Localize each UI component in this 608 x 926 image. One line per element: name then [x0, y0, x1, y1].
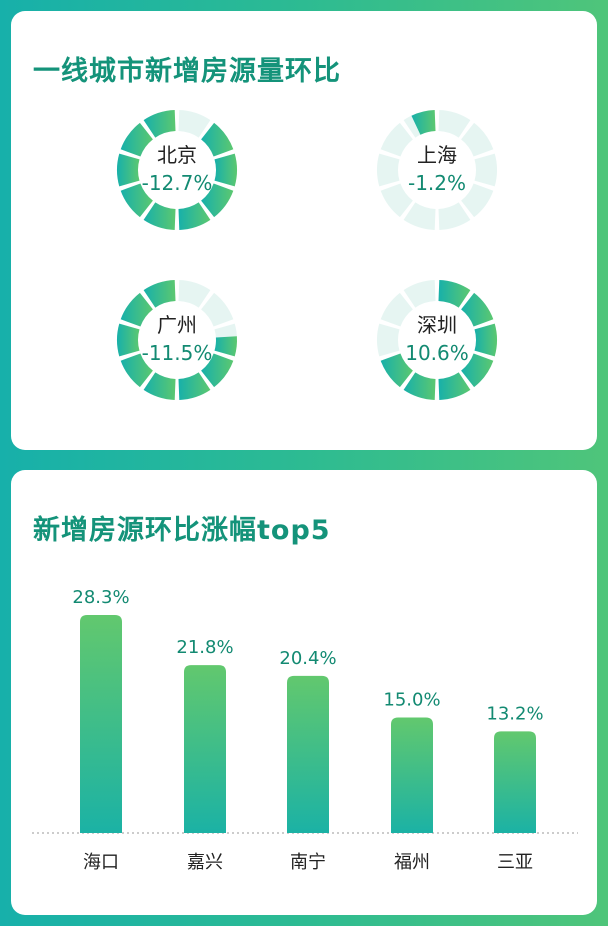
donut-fill-segment: [120, 122, 153, 157]
donut-fill-segment: [201, 183, 234, 218]
donut-fill-segment: [120, 183, 153, 218]
donut-fill-segment: [143, 110, 176, 138]
donut-segment: [178, 280, 211, 308]
bar-value-label: 21.8%: [176, 637, 233, 658]
section-title: 一线城市新增房源量环比: [33, 56, 341, 87]
donut-value-label: -12.7%: [142, 171, 213, 195]
donut-segment: [178, 110, 211, 138]
donut-fill-segment: [178, 372, 211, 400]
bar-嘉兴: [184, 665, 226, 833]
donut-city-label: 上海: [417, 143, 457, 167]
donut-segment: [377, 153, 400, 187]
donut-fill-segment: [438, 372, 471, 400]
donut-fill-segment: [474, 323, 498, 357]
donut-segment: [438, 110, 471, 138]
donut-fill-segment: [380, 353, 413, 388]
donut-value-label: -1.2%: [408, 171, 466, 195]
donut-fill-segment: [120, 292, 153, 327]
chart-title: 新增房源环比涨幅top5: [33, 515, 331, 546]
donut-fill-segment: [214, 336, 237, 357]
donut-fill-segment: [461, 353, 494, 388]
donut-fill-segment: [214, 153, 237, 187]
donut-segment: [461, 122, 494, 157]
donut-fill-segment: [143, 372, 176, 400]
bar-海口: [80, 615, 122, 833]
bar-category-label: 嘉兴: [187, 852, 223, 873]
donut-0: 北京 -12.7%: [117, 110, 237, 230]
donut-segment: [438, 202, 471, 230]
bar-value-label: 28.3%: [72, 587, 129, 608]
donut-fill-segment: [117, 153, 140, 187]
donut-city-label: 北京: [157, 143, 197, 167]
bar-三亚: [494, 731, 536, 833]
donut-card: 一线城市新增房源量环比: [11, 11, 597, 450]
donut-segment: [380, 122, 413, 157]
donut-fill-segment: [120, 353, 153, 388]
donut-fill-segment: [201, 122, 234, 157]
donut-segment: [380, 183, 413, 218]
donut-value-label: -11.5%: [142, 341, 213, 365]
donut-segment: [461, 183, 494, 218]
bar-category-label: 三亚: [497, 852, 533, 873]
bar-value-label: 20.4%: [279, 648, 336, 669]
bar-福州: [391, 717, 433, 833]
donut-fill-segment: [201, 353, 234, 388]
donut-3: 深圳 10.6%: [376, 280, 498, 400]
donut-2: 广州 -11.5%: [117, 280, 237, 400]
donut-fill-segment: [403, 372, 436, 400]
donut-1: 上海 -1.2%: [377, 110, 498, 230]
donut-fill-segment: [143, 280, 176, 308]
donut-segment: [403, 280, 436, 308]
donut-segment: [376, 323, 400, 357]
bar-value-label: 15.0%: [383, 689, 440, 710]
donut-fill-segment: [178, 202, 211, 230]
donut-value-label: 10.6%: [405, 341, 469, 365]
donut-city-label: 广州: [157, 313, 197, 337]
donut-fill-segment: [143, 202, 176, 230]
donut-segment: [380, 292, 413, 327]
donut-segment: [474, 153, 498, 187]
bar-category-label: 海口: [83, 852, 119, 873]
donut-segment: [201, 292, 234, 327]
donut-city-label: 深圳: [417, 313, 457, 337]
bar-category-label: 南宁: [290, 852, 326, 873]
donut-fill-segment: [117, 323, 140, 357]
donut-fill-segment: [461, 292, 494, 327]
bar-value-label: 13.2%: [486, 703, 543, 724]
bar-南宁: [287, 675, 329, 833]
donut-segment: [403, 202, 436, 230]
donut-fill-segment: [411, 110, 436, 135]
donut-fill-segment: [438, 280, 471, 308]
bar-category-label: 福州: [394, 852, 430, 873]
